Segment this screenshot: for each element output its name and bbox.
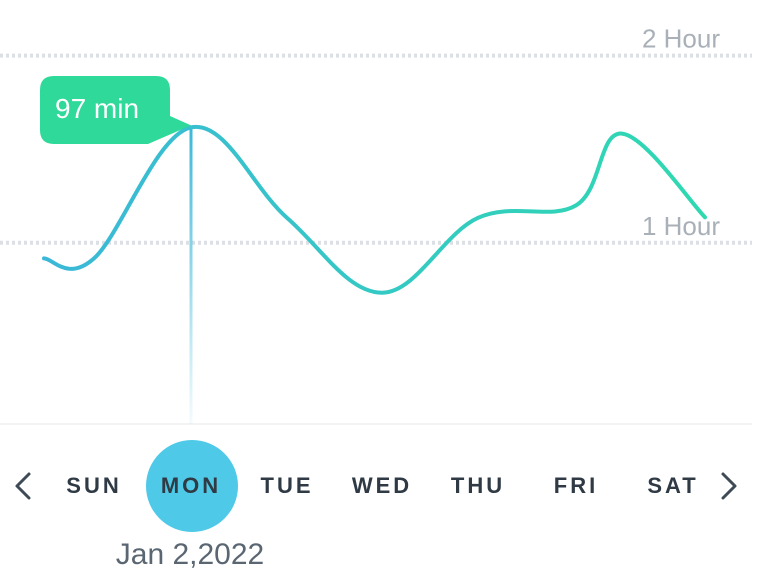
day-tab-fri[interactable]: FRI [553, 473, 599, 498]
day-tab-mon[interactable]: MON [160, 473, 222, 498]
chevron-left-icon [15, 472, 31, 500]
selected-day-indicator [146, 440, 238, 532]
day-tab-thu[interactable]: THU [450, 473, 506, 498]
value-tooltip: 97 min [40, 76, 191, 144]
day-tab-sun[interactable]: SUN [66, 473, 122, 498]
prev-week-button[interactable] [2, 466, 42, 506]
tooltip-bubble [40, 76, 191, 144]
gridline-label-1-hour: 1 Hour [642, 211, 720, 241]
day-tab-wed[interactable]: WED [351, 473, 413, 498]
day-tab-sat[interactable]: SAT [647, 473, 699, 498]
tooltip-value-text: 97 min [55, 93, 139, 124]
series-points [91, 124, 676, 295]
chevron-right-icon [721, 472, 737, 500]
line-chart: 2 Hour 1 Hour 97 min [0, 24, 752, 425]
day-tab-tue[interactable]: TUE [260, 473, 314, 498]
series-line [42, 124, 707, 295]
gridline-label-2-hour: 2 Hour [642, 24, 720, 54]
next-week-button[interactable] [710, 466, 750, 506]
selected-cursor-line [189, 127, 193, 425]
selected-date-label: Jan 2,2022 [115, 538, 265, 571]
